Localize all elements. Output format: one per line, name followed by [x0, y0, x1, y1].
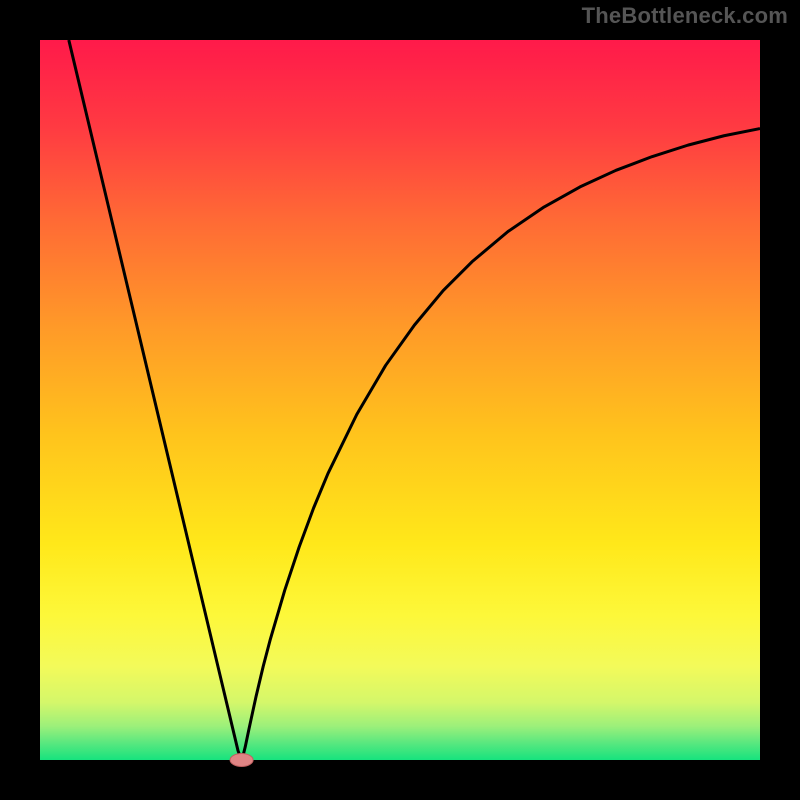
bottleneck-chart: TheBottleneck.com: [0, 0, 800, 800]
plot-background: [40, 40, 760, 760]
watermark-text: TheBottleneck.com: [582, 3, 788, 29]
optimal-point-marker: [230, 754, 253, 767]
chart-svg: [0, 0, 800, 800]
